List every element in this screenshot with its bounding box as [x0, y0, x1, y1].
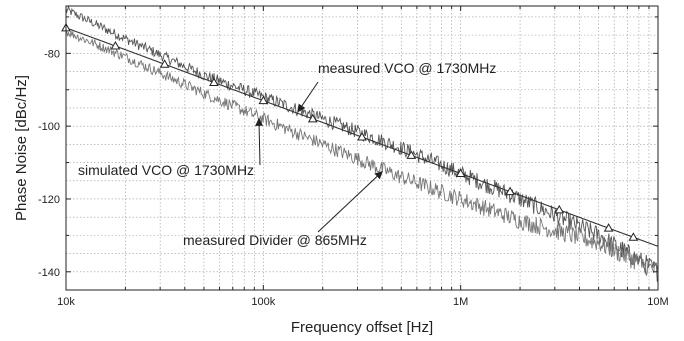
series-marker-triangle	[110, 41, 121, 50]
annotation-measured-divider-865mhz: measured Divider @ 865MHz	[183, 232, 367, 248]
x-axis-title: Frequency offset [Hz]	[291, 319, 433, 336]
x-tick-label: 100k	[251, 296, 275, 308]
x-tick-label: 1M	[453, 296, 468, 308]
series-marker-triangle	[307, 113, 318, 123]
annotation-measured-vco-1730mhz: measured VCO @ 1730MHz	[318, 60, 496, 76]
series-marker-triangle	[357, 132, 367, 141]
y-tick-label: -80	[44, 48, 60, 60]
series-marker-triangle	[258, 95, 269, 105]
series-marker-triangle	[455, 168, 466, 177]
plot-frame	[65, 5, 659, 291]
series-line-measured-divider-865mhz	[65, 30, 659, 276]
series-marker-triangle	[209, 77, 219, 87]
y-tick-label: -120	[38, 194, 60, 206]
series-line-measured-vco-1730mhz	[65, 4, 659, 283]
y-tick-label: -100	[38, 121, 60, 133]
y-axis-title: Phase Noise [dBc/Hz]	[13, 75, 30, 221]
grid-layer	[65, 6, 659, 290]
series-marker-triangle	[505, 186, 515, 196]
series-layer	[61, 4, 659, 283]
series-marker-triangle	[406, 150, 417, 159]
series-marker-triangle	[603, 223, 614, 232]
annotation-simulated-vco-1730mhz: simulated VCO @ 1730MHz	[78, 162, 254, 178]
tick-layer: 10k 100k 1M 10M -80 -100 -120 -140	[38, 6, 669, 308]
annotation-layer: measured VCO @ 1730MHz simulated VCO @ 17…	[78, 60, 496, 248]
y-tick-label: -140	[38, 267, 60, 279]
series-marker-triangle	[554, 204, 565, 214]
annotation-arrow	[317, 170, 383, 233]
series-marker-triangle	[628, 232, 639, 241]
annotation-arrow	[255, 117, 264, 166]
x-tick-label: 10M	[647, 296, 668, 308]
series-marker-triangle	[159, 59, 170, 68]
x-tick-label: 10k	[57, 296, 75, 308]
annotation-arrow	[297, 81, 319, 113]
